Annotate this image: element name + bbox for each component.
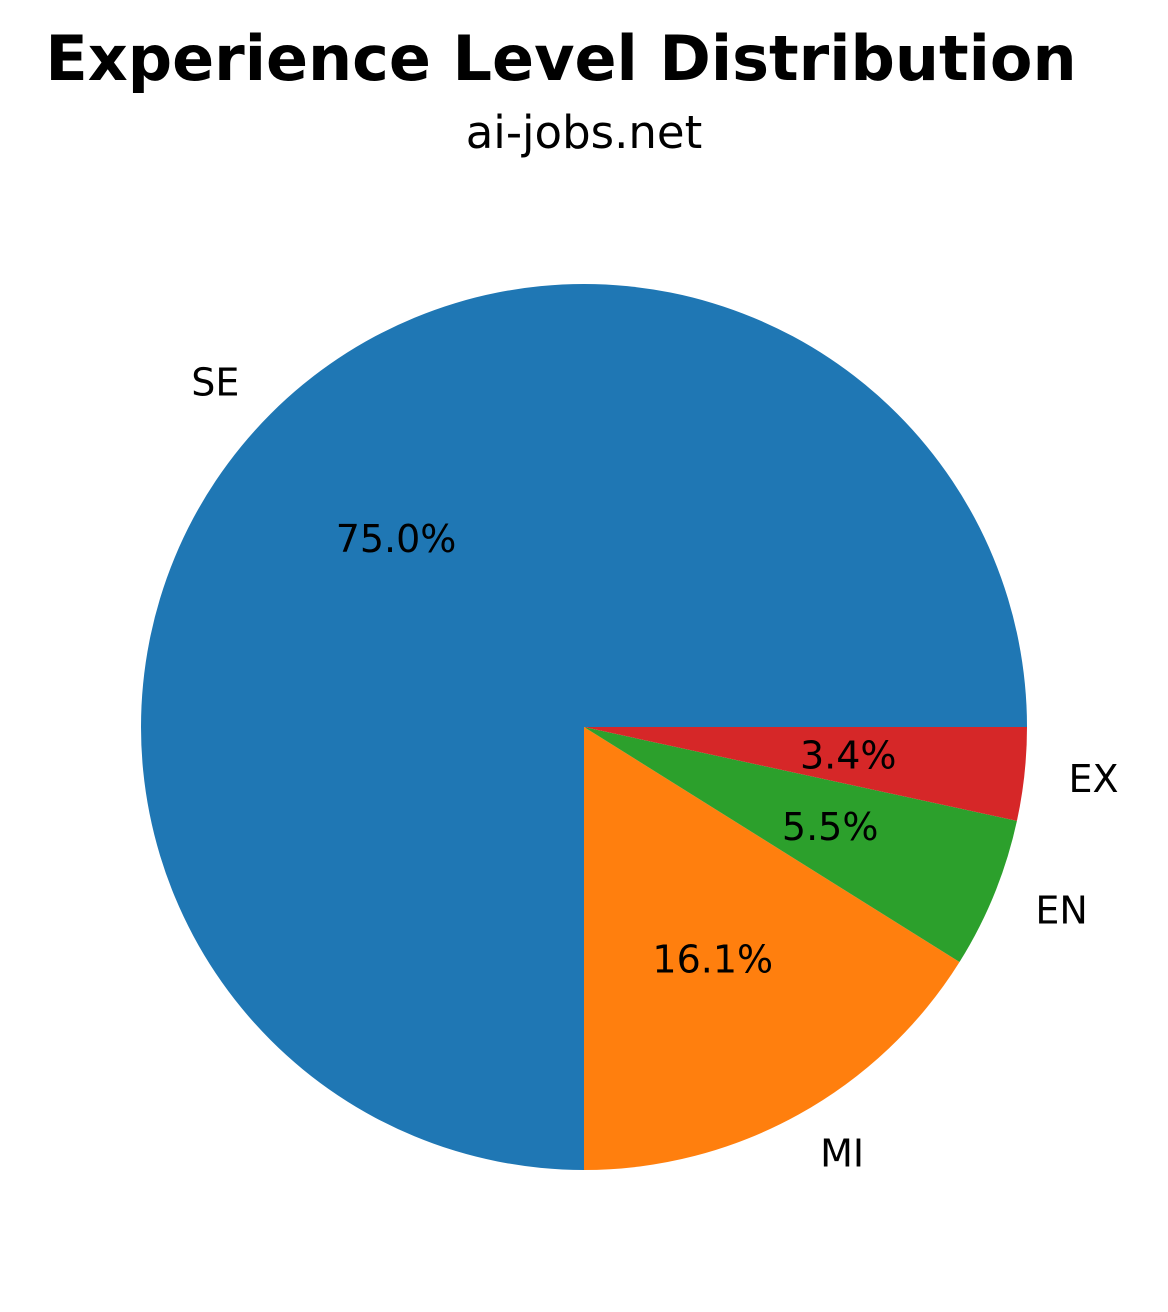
pie-slices [141, 284, 1027, 1170]
percent-label-ex: 3.4% [800, 733, 897, 777]
pie-slice-mi [584, 727, 960, 1170]
pie-labels: SE 75.0% MI 16.1% EN 5.5% EX 3.4% [191, 360, 1118, 1175]
chart-title: Experience Level Distribution [45, 22, 1077, 95]
percent-label-mi: 16.1% [652, 938, 773, 982]
pie-slice-en [584, 727, 1017, 963]
category-label-ex: EX [1069, 757, 1119, 801]
category-label-en: EN [1035, 889, 1087, 933]
percent-label-se: 75.0% [336, 517, 457, 561]
category-label-se: SE [191, 360, 239, 404]
chart-subtitle: ai-jobs.net [465, 106, 703, 159]
percent-label-en: 5.5% [782, 805, 879, 849]
category-label-mi: MI [820, 1131, 864, 1175]
pie-slice-ex [584, 727, 1027, 821]
